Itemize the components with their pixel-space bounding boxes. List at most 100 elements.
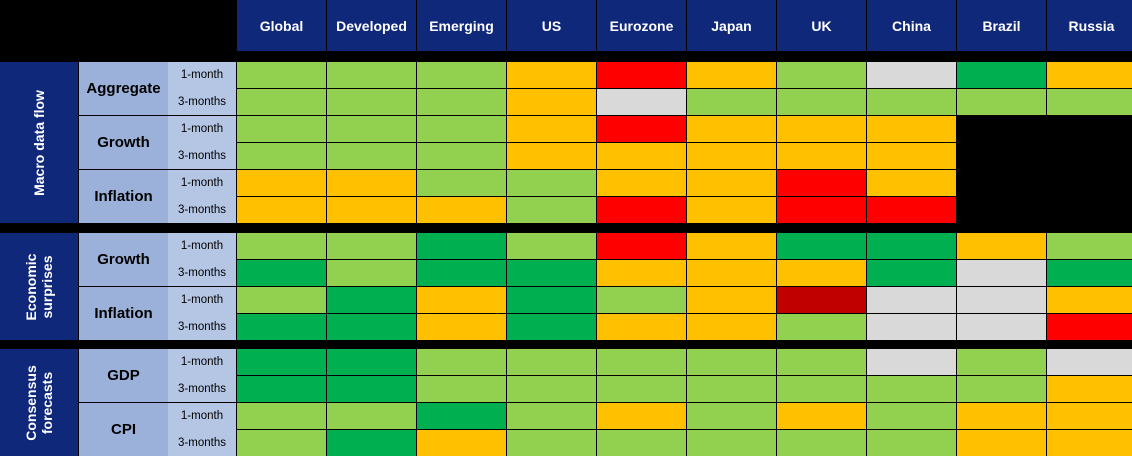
period-label: 1-month [180,240,224,253]
heatmap-cell [957,89,1046,115]
heatmap-cell [597,143,686,169]
heatmap-cell [237,143,326,169]
heatmap-cell [237,403,326,429]
heatmap-cell [507,170,596,196]
heatmap-cell [237,170,326,196]
period-label: 1-month [180,69,224,82]
heatmap-cell [687,260,776,286]
heatmap-cell [777,170,866,196]
heatmap-cell [237,260,326,286]
period-labels: 1-month 3-months [168,233,236,286]
heatmap-cell [417,170,506,196]
heatmap-cell [507,403,596,429]
heatmap-cell [957,116,1046,142]
heatmap-cell [507,430,596,456]
heatmap-cell [777,143,866,169]
heatmap-cell [237,376,326,402]
heatmap-cell [507,89,596,115]
heatmap-cell [867,233,956,259]
heatmap-cell [597,403,686,429]
heatmap-cell [507,287,596,313]
heatmap-cell [597,260,686,286]
heatmap-cell [1047,89,1132,115]
indicator-label: Aggregate [79,62,168,115]
heatmap-cell [687,287,776,313]
heatmap-cell [687,170,776,196]
heatmap-cell [687,314,776,340]
column-header-emerging: Emerging [417,0,506,51]
heatmap-cell [777,197,866,223]
heatmap-cell [507,143,596,169]
heatmap-cell [597,116,686,142]
heatmap-cell [1047,260,1132,286]
period-label: 3-months [178,266,226,279]
heatmap-cell [867,143,956,169]
indicator-label: Inflation [79,287,168,340]
heatmap-cell [327,349,416,375]
heatmap-cell [237,62,326,88]
heatmap-cell [597,89,686,115]
heatmap-cell [777,403,866,429]
heatmap-cell [507,197,596,223]
heatmap-cell [687,62,776,88]
indicator-label: Growth [79,233,168,286]
indicator-label: Growth [79,116,168,169]
heatmap-cell [957,62,1046,88]
heatmap-cell [867,260,956,286]
heatmap-cell [507,233,596,259]
heatmap-cell [687,116,776,142]
heatmap-cell [777,89,866,115]
heatmap-cell [237,233,326,259]
heatmap-cell [327,376,416,402]
heatmap-cell [417,89,506,115]
period-label: 1-month [180,123,224,136]
group-label: Consensus forecasts [0,349,78,456]
heatmap-cell [1047,170,1132,196]
period-label: 3-months [178,382,226,395]
heatmap-cell [1047,197,1132,223]
heatmap-cell [777,314,866,340]
period-labels: 1-month 3-months [168,403,236,456]
heatmap-cell [597,197,686,223]
heatmap-cell [777,430,866,456]
heatmap-cell [417,287,506,313]
period-label: 3-months [178,320,226,333]
heatmap-cell [237,197,326,223]
period-label: 3-months [178,203,226,216]
heatmap-cell [237,89,326,115]
heatmap-cell [417,233,506,259]
heatmap-cell [507,62,596,88]
heatmap-cell [327,403,416,429]
heatmap-cell [237,116,326,142]
heatmap-cell [237,287,326,313]
heatmap-cell [867,314,956,340]
heatmap-cell [597,62,686,88]
heatmap-cell [1047,376,1132,402]
heatmap-cell [957,349,1046,375]
heatmap-cell [687,233,776,259]
column-header-japan: Japan [687,0,776,51]
heatmap-cell [417,376,506,402]
heatmap-cell [1047,287,1132,313]
heatmap-cell [417,403,506,429]
heatmap-cell [957,376,1046,402]
heatmap-cell [597,314,686,340]
heatmap-cell [327,62,416,88]
heatmap-cell [957,403,1046,429]
heatmap-cell [867,376,956,402]
period-label: 1-month [180,177,224,190]
heatmap-cell [327,170,416,196]
period-labels: 1-month 3-months [168,170,236,223]
heatmap-cell [327,116,416,142]
heatmap-cell [327,143,416,169]
heatmap-cell [327,233,416,259]
period-label: 1-month [180,410,224,423]
group-label-text: Macro data flow [31,89,47,196]
column-header-brazil: Brazil [957,0,1046,51]
heatmap-cell [597,233,686,259]
column-header-global: Global [237,0,326,51]
heatmap-cell [597,430,686,456]
heatmap-cell [327,287,416,313]
heatmap-cell [867,349,956,375]
